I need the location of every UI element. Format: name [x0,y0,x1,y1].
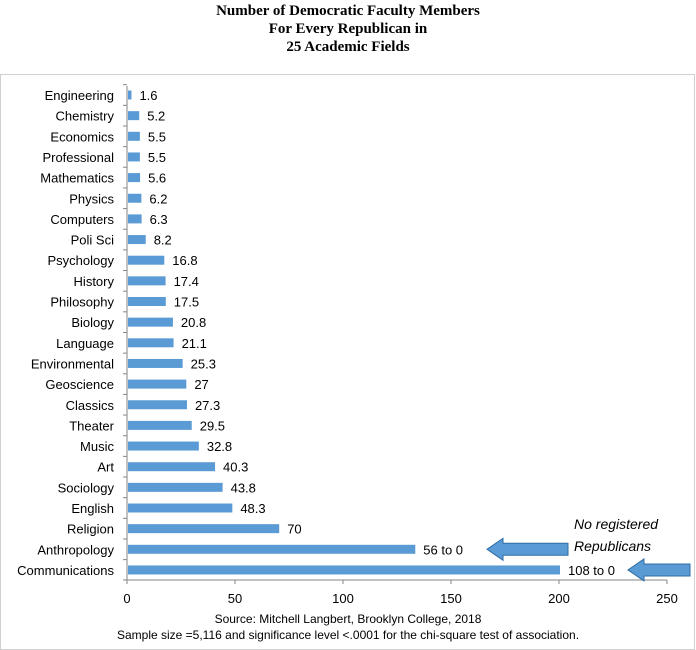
data-label: 16.8 [172,253,197,268]
data-label: 29.5 [200,418,225,433]
bar [128,338,174,348]
data-label: 56 to 0 [423,542,463,557]
data-label: 43.8 [231,480,256,495]
bar [128,131,140,141]
category-label: Philosophy [50,295,114,310]
bar [128,482,223,492]
bar [128,152,140,162]
data-label: 27 [194,377,208,392]
data-label: 17.5 [174,295,199,310]
bar [128,111,140,121]
bar [128,276,166,286]
data-label: 48.3 [240,501,265,516]
bar [128,544,416,554]
data-label: 17.4 [174,274,199,289]
category-label: Anthropology [37,542,114,557]
data-label: 40.3 [223,460,248,475]
x-tick-label: 200 [548,591,570,606]
category-label: Classics [66,398,115,413]
category-label: Psychology [48,253,115,268]
data-label: 5.5 [148,129,166,144]
bar [128,462,216,472]
data-label: 108 to 0 [568,563,615,578]
bar [128,255,165,265]
x-tick-label: 100 [332,591,354,606]
category-label: Mathematics [40,171,114,186]
data-label: 6.3 [150,212,168,227]
data-label: 5.6 [148,171,166,186]
category-label: Art [97,460,114,475]
data-label: 32.8 [207,439,232,454]
chart-title-line-1: Number of Democratic Faculty Members [216,3,480,19]
data-label: 6.2 [149,191,167,206]
x-tick-label: 250 [656,591,678,606]
data-label: 27.3 [195,398,220,413]
x-tick-label: 50 [228,591,242,606]
category-label: Biology [71,315,114,330]
bar [128,193,142,203]
bars-group: 1.6 5.2 5.5 5.5 5.6 6.2 6.3 8.216.8 17.4 17.5 20.8… [128,88,615,578]
source-line-1: Source: Mitchell Langbert, Brooklyn Coll… [214,612,482,626]
category-label: Religion [67,522,114,537]
category-label: History [74,274,115,289]
category-label: Physics [69,191,114,206]
chart-title-line-3: 25 Academic Fields [286,39,410,55]
bar [128,358,183,368]
category-label: Theater [69,418,114,433]
source-line-2: Sample size =5,116 and significance leve… [116,628,580,642]
bar [128,90,132,100]
chart-title: Number of Democratic Faculty Members For… [0,2,696,56]
category-label: Sociology [58,480,115,495]
bar [128,503,233,513]
category-label: Poli Sci [71,233,114,248]
data-label: 20.8 [181,315,206,330]
bar [128,420,192,430]
bar [128,379,187,389]
category-label: Communications [17,563,114,578]
category-label: Environmental [31,356,114,371]
bar [128,441,199,451]
category-label: Language [56,336,114,351]
bar [128,235,146,245]
annotations-group: No registered Republicans [486,516,691,582]
category-label: Economics [50,129,114,144]
arrow-anthropology [486,537,569,562]
data-label: 21.1 [182,336,207,351]
annotation-line-1: No registered [574,516,659,532]
bar [128,317,173,327]
category-label: English [71,501,114,516]
x-tick-label: 150 [440,591,462,606]
category-label: Music [80,439,114,454]
bar [128,214,142,224]
bar [128,173,141,183]
data-label: 1.6 [139,88,157,103]
category-label: Professional [42,150,114,165]
bar [128,297,166,306]
arrow-communications [627,557,691,582]
data-label: 25.3 [191,356,216,371]
category-label: Geoscience [45,377,114,392]
data-label: 8.2 [154,233,172,248]
category-label: Engineering [45,88,114,103]
data-label: 5.2 [147,109,165,124]
data-label: 5.5 [148,150,166,165]
chart-title-line-2: For Every Republican in [268,21,428,37]
x-tick-label: 0 [123,591,130,606]
bar [128,400,187,410]
bar [128,524,280,534]
category-label: Chemistry [55,109,114,124]
data-label: 70 [287,522,301,537]
category-label: Computers [50,212,114,227]
bar [128,565,560,575]
annotation-line-2: Republicans [574,538,651,554]
x-axis: Engineering Chemistry Economics Professiona… [17,84,678,606]
